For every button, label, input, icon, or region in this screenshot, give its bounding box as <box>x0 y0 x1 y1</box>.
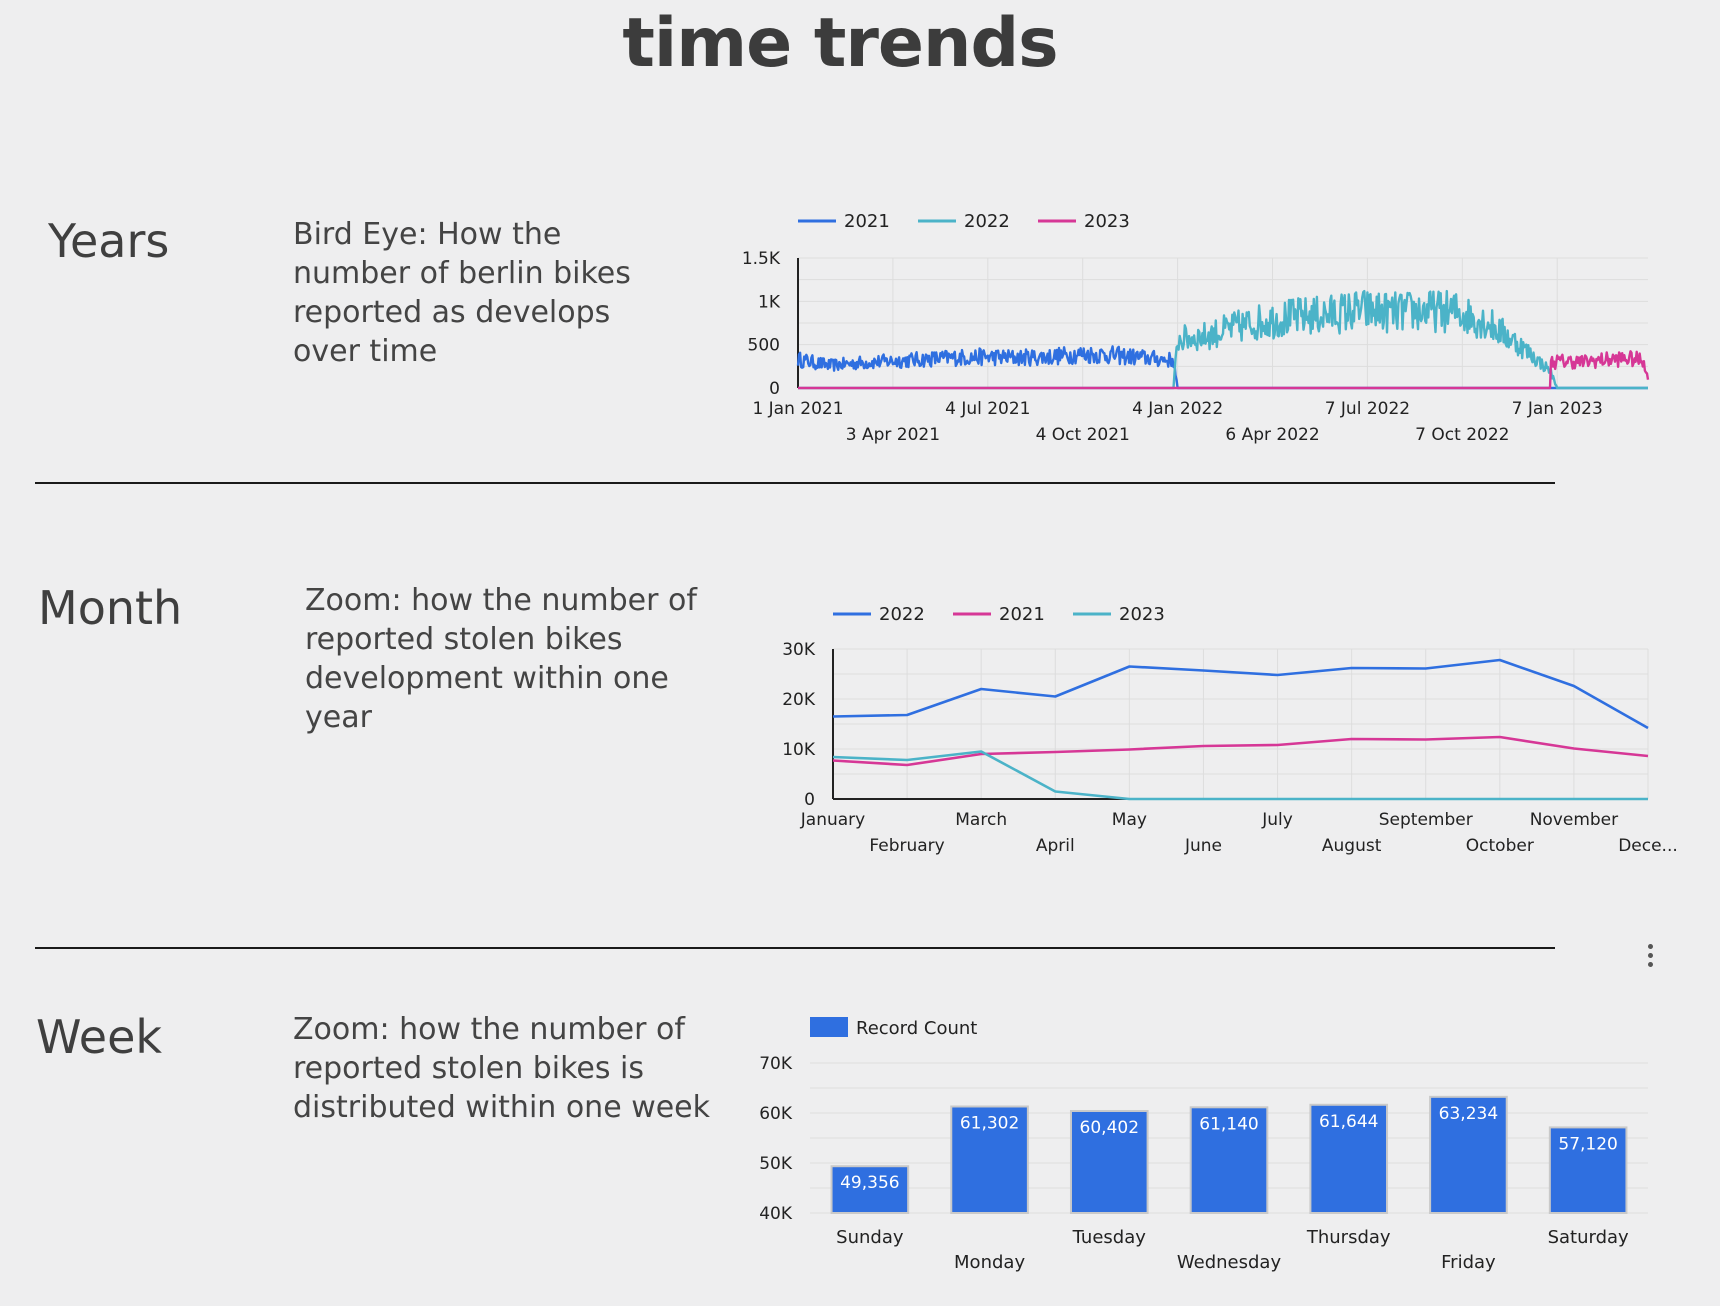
x-tick-label: 4 Oct 2021 <box>1036 425 1130 445</box>
y-tick-label: 0 <box>804 790 815 810</box>
x-tick-label: 1 Jan 2021 <box>752 399 843 419</box>
y-tick-label: 70K <box>759 1054 793 1074</box>
legend-label-2021: 2021 <box>844 211 890 232</box>
series-line-2022 <box>832 658 1649 730</box>
x-tick-label: February <box>869 836 944 856</box>
y-tick-label: 1K <box>758 292 781 312</box>
x-tick-label: 7 Jan 2023 <box>1512 399 1603 419</box>
bar <box>1189 1106 1269 1214</box>
x-tick-label: July <box>1261 810 1293 830</box>
y-tick-label: 40K <box>759 1204 793 1224</box>
x-tick-label: June <box>1184 836 1222 856</box>
bar-value-label: 61,140 <box>1199 1114 1258 1134</box>
x-tick-label: Saturday <box>1548 1227 1629 1248</box>
bar <box>1548 1126 1628 1214</box>
y-tick-label: 10K <box>782 740 816 760</box>
y-tick-label: 20K <box>782 690 816 710</box>
legend-label-2022: 2022 <box>964 211 1010 232</box>
section-label-week: Week <box>36 1010 163 1064</box>
legend-label-record-count: Record Count <box>856 1018 977 1039</box>
bar-value-label: 49,356 <box>840 1173 899 1193</box>
y-tick-label: 1.5K <box>742 249 781 269</box>
legend-label-2023: 2023 <box>1084 211 1130 232</box>
section-description-years: Bird Eye: How the number of berlin bikes… <box>293 217 631 369</box>
y-tick-label: 60K <box>759 1104 793 1124</box>
y-tick-label: 30K <box>782 640 816 660</box>
y-tick-label: 0 <box>769 379 780 399</box>
bar <box>830 1165 910 1214</box>
x-tick-label: Thursday <box>1306 1227 1391 1248</box>
bar-value-label: 63,234 <box>1439 1104 1498 1124</box>
series-line-2022 <box>797 289 1649 390</box>
section-description-month: Zoom: how the number of reported stolen … <box>305 583 697 735</box>
y-tick-label: 500 <box>748 336 780 356</box>
divider-month-week <box>35 947 1555 949</box>
x-tick-label: October <box>1466 836 1534 856</box>
bar <box>1069 1109 1149 1214</box>
x-tick-label: Tuesday <box>1072 1227 1147 1248</box>
x-tick-label: May <box>1112 810 1147 830</box>
section-description-week: Zoom: how the number of reported stolen … <box>293 1012 711 1125</box>
legend-swatch-record-count <box>810 1017 848 1037</box>
bar-value-label: 60,402 <box>1080 1118 1139 1138</box>
x-tick-label: 7 Oct 2022 <box>1415 425 1509 445</box>
x-tick-label: 4 Jul 2021 <box>945 399 1030 419</box>
bar <box>1309 1103 1389 1214</box>
x-tick-label: Friday <box>1441 1252 1496 1273</box>
section-label-month: Month <box>38 581 183 635</box>
x-tick-label: January <box>800 810 865 830</box>
x-tick-label: 4 Jan 2022 <box>1132 399 1223 419</box>
bar <box>950 1105 1029 1214</box>
x-tick-label: 6 Apr 2022 <box>1225 425 1319 445</box>
bar-value-label: 61,644 <box>1319 1112 1378 1132</box>
legend-label-2021: 2021 <box>999 604 1045 625</box>
series-line-2021 <box>832 735 1649 767</box>
y-tick-label: 50K <box>759 1154 793 1174</box>
x-tick-label: Monday <box>954 1252 1025 1273</box>
x-tick-label: Dece... <box>1618 836 1678 856</box>
x-tick-label: Sunday <box>836 1227 904 1248</box>
series-line-2023 <box>832 750 1648 801</box>
x-tick-label: Wednesday <box>1177 1252 1282 1273</box>
divider-years-month <box>35 482 1555 484</box>
x-tick-label: August <box>1322 836 1382 856</box>
legend-label-2022: 2022 <box>879 604 925 625</box>
x-tick-label: 3 Apr 2021 <box>846 425 940 445</box>
legend-label-2023: 2023 <box>1119 604 1165 625</box>
more-vertical-icon[interactable] <box>1640 944 1660 972</box>
x-tick-label: March <box>955 810 1007 830</box>
bar <box>1429 1095 1508 1214</box>
series-line-2023 <box>797 350 1650 390</box>
x-tick-label: November <box>1530 810 1618 830</box>
x-tick-label: April <box>1036 836 1075 856</box>
x-tick-label: 7 Jul 2022 <box>1325 399 1410 419</box>
page-title: time trends <box>622 4 1058 83</box>
chart-week: 40K 50K 60K 70K Record Count 49,356 Sunday 61,3… <box>759 1017 1648 1273</box>
bar-value-label: 61,302 <box>960 1113 1019 1133</box>
section-label-years: Years <box>48 214 170 268</box>
x-tick-label: September <box>1379 810 1473 830</box>
bar-value-label: 57,120 <box>1558 1134 1617 1154</box>
